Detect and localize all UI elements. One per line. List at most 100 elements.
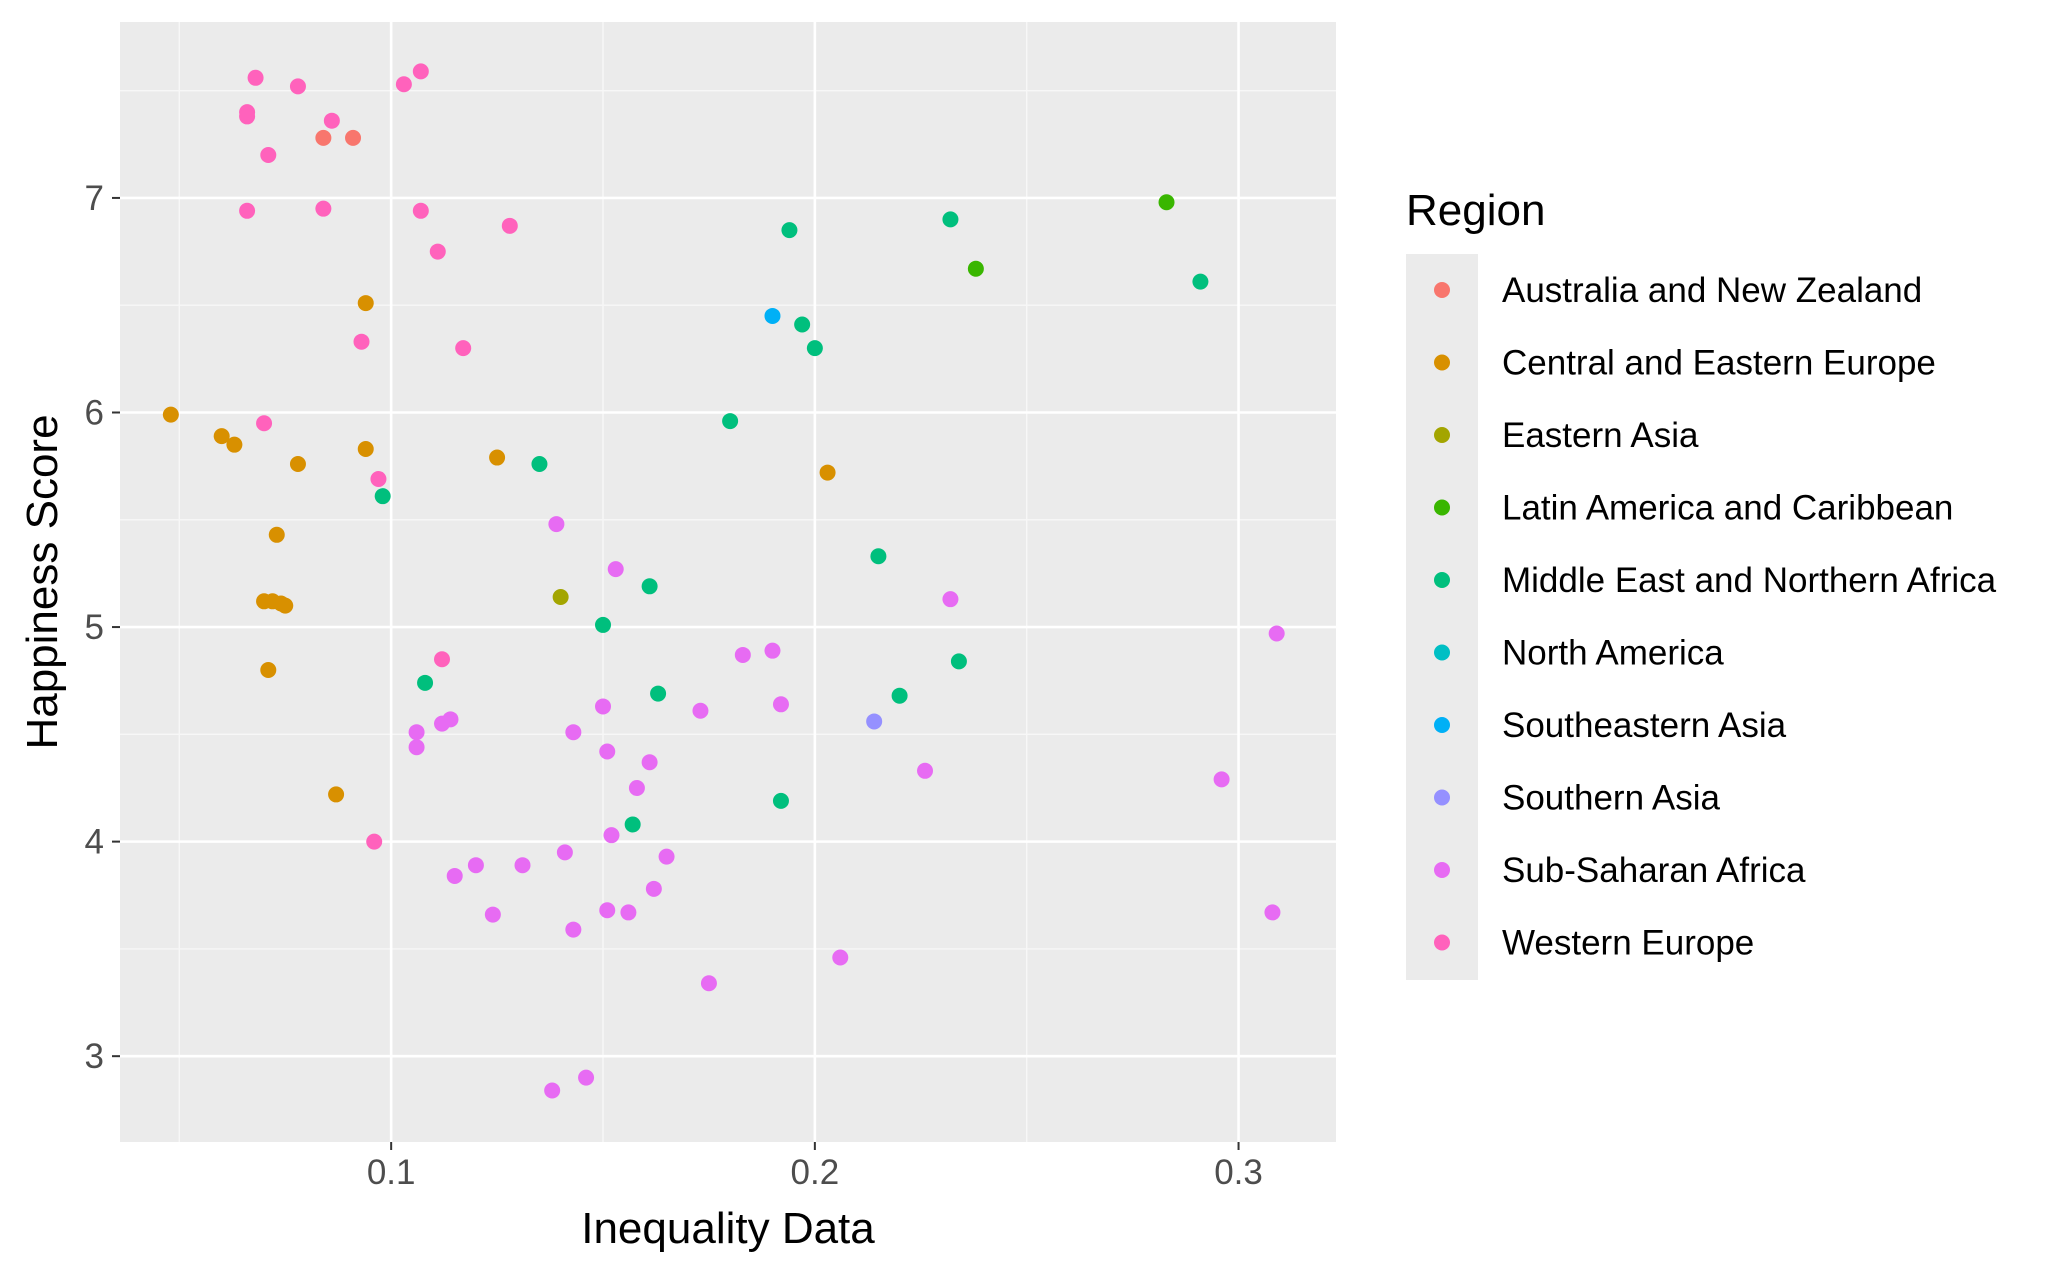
- data-point: [891, 687, 908, 704]
- data-point: [620, 904, 637, 921]
- x-tick-label: 0.3: [1214, 1153, 1263, 1192]
- data-point: [565, 724, 582, 741]
- legend-key-background: [1406, 254, 1478, 980]
- x-tick-label: 0.2: [791, 1153, 840, 1192]
- data-point: [260, 661, 277, 678]
- data-point: [366, 833, 383, 850]
- data-point: [353, 333, 370, 350]
- legend-label: Latin America and Caribbean: [1502, 489, 1953, 528]
- data-point: [624, 816, 641, 833]
- data-point: [1268, 625, 1285, 642]
- data-point: [289, 455, 306, 472]
- data-points: [162, 63, 1285, 1099]
- data-point: [772, 792, 789, 809]
- data-point: [514, 857, 531, 874]
- data-point: [628, 779, 645, 796]
- legend-label: Central and Eastern Europe: [1502, 344, 1936, 383]
- data-point: [607, 561, 624, 578]
- legend-label: Sub-Saharan Africa: [1502, 851, 1806, 890]
- legend-key: [1434, 572, 1450, 588]
- data-point: [870, 548, 887, 565]
- data-point: [408, 724, 425, 741]
- y-axis: 3 4 5 6 7: [85, 179, 120, 1076]
- legend-key: [1434, 644, 1450, 661]
- data-point: [260, 147, 277, 164]
- x-axis-title: Inequality Data: [581, 1204, 875, 1253]
- data-point: [323, 112, 340, 129]
- data-point: [967, 260, 984, 277]
- data-point: [641, 754, 658, 771]
- data-point: [489, 449, 506, 466]
- data-point: [866, 713, 883, 730]
- legend: Region Australia and New Zealand Central …: [1406, 186, 1997, 980]
- data-point: [794, 316, 811, 333]
- data-point: [374, 488, 391, 505]
- data-point: [315, 129, 332, 146]
- data-point: [247, 69, 264, 86]
- legend-key: [1434, 499, 1450, 516]
- data-point: [544, 1082, 561, 1099]
- x-axis: 0.1 0.2 0.3: [367, 1142, 1263, 1192]
- data-point: [395, 76, 412, 93]
- data-point: [328, 786, 345, 803]
- data-point: [645, 880, 662, 897]
- data-point: [213, 428, 230, 445]
- data-point: [370, 471, 387, 488]
- data-point: [603, 827, 620, 844]
- data-point: [345, 129, 362, 146]
- data-point: [429, 243, 446, 260]
- legend-label: Middle East and Northern Africa: [1502, 561, 1997, 600]
- data-point: [412, 202, 429, 219]
- y-axis-title: Happiness Score: [18, 414, 67, 749]
- data-point: [641, 578, 658, 595]
- data-point: [434, 715, 451, 732]
- data-point: [942, 591, 959, 608]
- data-point: [806, 340, 823, 357]
- data-point: [417, 674, 434, 691]
- data-point: [239, 202, 256, 219]
- data-point: [595, 616, 612, 633]
- data-point: [1158, 194, 1175, 211]
- legend-key: [1434, 717, 1450, 733]
- legend-label: Southern Asia: [1502, 779, 1720, 818]
- data-point: [1213, 771, 1230, 788]
- y-tick-label: 5: [85, 608, 104, 647]
- data-point: [455, 340, 472, 357]
- data-point: [412, 63, 429, 80]
- data-point: [917, 762, 934, 779]
- legend-label: North America: [1502, 634, 1724, 673]
- legend-key: [1434, 354, 1450, 371]
- data-point: [942, 211, 959, 228]
- data-point: [289, 78, 306, 95]
- data-point: [650, 685, 667, 702]
- data-point: [315, 200, 332, 217]
- minor-gridlines: [120, 22, 1336, 1142]
- data-point: [531, 455, 548, 472]
- plot-panel: [120, 22, 1336, 1142]
- data-point: [700, 975, 717, 992]
- y-tick-label: 4: [85, 823, 104, 862]
- legend-items: Australia and New Zealand Central and Eas…: [1434, 271, 1997, 963]
- data-point: [552, 589, 569, 606]
- data-point: [268, 526, 285, 543]
- legend-label: Western Europe: [1502, 924, 1754, 963]
- data-point: [446, 867, 463, 884]
- data-point: [556, 844, 573, 861]
- data-point: [357, 440, 374, 457]
- data-point: [162, 406, 179, 423]
- data-point: [484, 906, 501, 923]
- legend-label: Southeastern Asia: [1502, 706, 1787, 745]
- data-point: [1264, 904, 1281, 921]
- data-point: [277, 597, 294, 614]
- y-tick-label: 6: [85, 393, 104, 432]
- legend-key: [1434, 427, 1450, 443]
- data-point: [565, 921, 582, 938]
- legend-title: Region: [1406, 186, 1545, 235]
- data-point: [734, 646, 751, 663]
- data-point: [950, 653, 967, 670]
- data-point: [772, 696, 789, 713]
- data-point: [578, 1069, 595, 1086]
- data-point: [595, 698, 612, 715]
- data-point: [226, 436, 243, 453]
- data-point: [599, 743, 616, 760]
